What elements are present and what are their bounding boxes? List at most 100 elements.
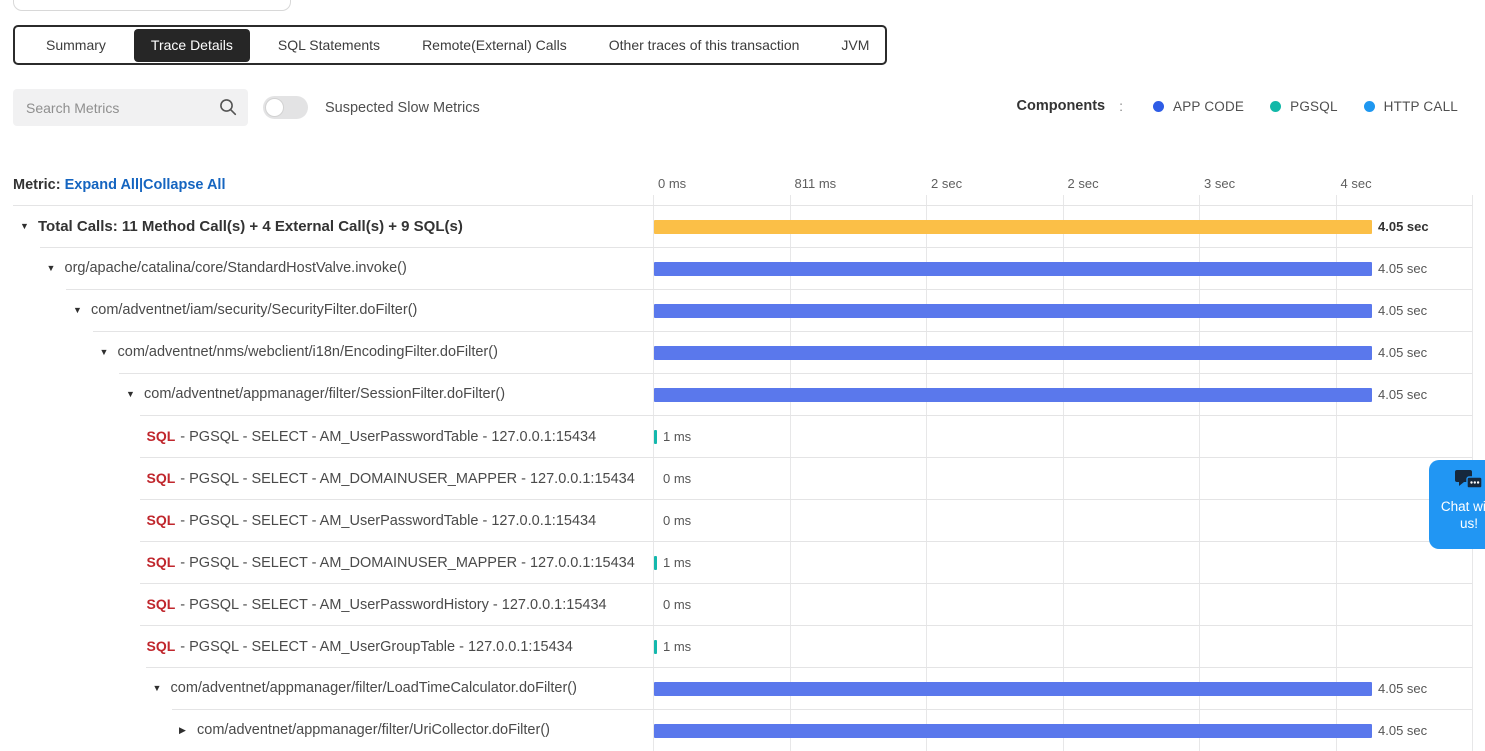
tab-jvm[interactable]: JVM <box>841 37 870 53</box>
row-label-cell: SQL - PGSQL - SELECT - AM_UserPasswordTab… <box>0 499 653 541</box>
row-chart-cell: 1 ms <box>653 415 1472 457</box>
row-chart-cell: 4.05 sec <box>653 205 1472 247</box>
duration-label: 4.05 sec <box>1378 219 1429 234</box>
row-label[interactable]: SQL - PGSQL - SELECT - AM_UserGroupTable … <box>146 637 573 655</box>
time-tick-2-sec-3: 2 sec <box>1067 176 1099 191</box>
duration-bar[interactable] <box>654 430 657 444</box>
tab-trace-details[interactable]: Trace Details <box>133 28 250 62</box>
duration-label: 1 ms <box>663 429 692 444</box>
duration-bar[interactable] <box>654 724 1372 738</box>
legend-label: APP CODE <box>1173 98 1245 114</box>
row-chart-cell: 0 ms <box>653 583 1472 625</box>
duration-label: 0 ms <box>663 597 692 612</box>
row-label-cell: ▶ com/adventnet/appmanager/filter/UriColl… <box>0 709 653 751</box>
trace-row-method: ▼ org/apache/catalina/core/StandardHostVa… <box>0 247 1472 289</box>
row-label[interactable]: SQL - PGSQL - SELECT - AM_DOMAINUSER_MAPP… <box>146 553 635 571</box>
tab-sql-statements[interactable]: SQL Statements <box>277 37 381 53</box>
collapse-arrow-icon[interactable]: ▼ <box>99 347 109 357</box>
legend-label: PGSQL <box>1290 98 1338 114</box>
truncated-top-input[interactable] <box>13 0 291 11</box>
collapse-arrow-icon[interactable]: ▼ <box>20 221 29 231</box>
duration-bar[interactable] <box>654 304 1372 318</box>
sql-badge: SQL <box>146 637 176 654</box>
sql-badge: SQL <box>146 427 176 444</box>
collapse-arrow-icon[interactable]: ▼ <box>46 263 56 273</box>
duration-bar[interactable] <box>654 262 1372 276</box>
duration-bar[interactable] <box>654 220 1372 234</box>
duration-label: 4.05 sec <box>1378 387 1428 402</box>
row-chart-cell: 4.05 sec <box>653 289 1472 331</box>
legend-label: HTTP CALL <box>1383 98 1458 114</box>
expand-arrow-icon[interactable]: ▶ <box>179 724 186 735</box>
row-chart-cell: 4.05 sec <box>653 247 1472 289</box>
duration-bar[interactable] <box>654 388 1372 402</box>
row-chart-cell: 0 ms <box>653 499 1472 541</box>
row-label[interactable]: SQL - PGSQL - SELECT - AM_UserPasswordHis… <box>146 595 607 613</box>
duration-bar[interactable] <box>654 556 657 570</box>
tab-bar: Summary Trace Details SQL Statements Remote… <box>13 25 887 65</box>
pgsql-dot-icon <box>1270 100 1282 112</box>
row-chart-cell: 4.05 sec <box>653 709 1472 751</box>
collapse-all-link[interactable]: Collapse All <box>143 177 226 193</box>
row-label[interactable]: com/adventnet/iam/security/SecurityFilte… <box>91 302 418 318</box>
trace-waterfall: ▼ Total Calls: 11 Method Call(s) + 4 Exte… <box>0 195 1473 751</box>
duration-label: 4.05 sec <box>1378 681 1428 696</box>
time-tick-0-ms-0: 0 ms <box>658 176 687 191</box>
sql-badge: SQL <box>146 553 176 570</box>
collapse-arrow-icon[interactable]: ▼ <box>152 683 162 693</box>
row-label[interactable]: Total Calls: 11 Method Call(s) + 4 Exter… <box>38 217 463 235</box>
row-label[interactable]: com/adventnet/appmanager/filter/SessionF… <box>144 386 506 402</box>
legend-item-app-code: APP CODE <box>1153 99 1256 114</box>
search-metrics-box[interactable] <box>13 89 248 126</box>
duration-bar[interactable] <box>654 640 657 654</box>
app-code-dot-icon <box>1153 100 1165 112</box>
metric-header: Metric: Expand All|Collapse All <box>13 177 226 193</box>
row-label[interactable]: SQL - PGSQL - SELECT - AM_UserPasswordTab… <box>146 427 597 445</box>
collapse-arrow-icon[interactable]: ▼ <box>73 305 82 315</box>
suspected-slow-metrics-label: Suspected Slow Metrics <box>325 100 480 116</box>
trace-row-method: ▶ com/adventnet/appmanager/filter/UriColl… <box>0 709 1472 751</box>
time-tick-811-ms-1: 811 ms <box>794 176 837 191</box>
trace-row-method: ▼ com/adventnet/appmanager/filter/LoadTim… <box>0 667 1472 709</box>
row-label[interactable]: SQL - PGSQL - SELECT - AM_DOMAINUSER_MAPP… <box>146 469 635 487</box>
legend-item-http-call: HTTP CALL <box>1363 98 1458 114</box>
sql-badge: SQL <box>146 595 176 612</box>
row-label[interactable]: org/apache/catalina/core/StandardHostVal… <box>64 260 407 276</box>
row-chart-cell: 4.05 sec <box>653 373 1472 415</box>
row-chart-cell: 4.05 sec <box>653 331 1472 373</box>
chat-widget[interactable]: Chat with us! <box>1429 460 1485 549</box>
chat-label: Chat with us! <box>1440 499 1485 531</box>
row-label-cell: SQL - PGSQL - SELECT - AM_DOMAINUSER_MAPP… <box>0 457 653 499</box>
collapse-arrow-icon[interactable]: ▼ <box>126 389 135 399</box>
trace-row-sql: SQL - PGSQL - SELECT - AM_UserPasswordTab… <box>0 499 1472 541</box>
trace-row-sql: SQL - PGSQL - SELECT - AM_UserPasswordTab… <box>0 415 1472 457</box>
search-icon <box>220 99 237 116</box>
row-label[interactable]: com/adventnet/nms/webclient/i18n/Encodin… <box>117 344 498 360</box>
row-chart-cell: 1 ms <box>653 541 1472 583</box>
row-label[interactable]: com/adventnet/appmanager/filter/LoadTime… <box>170 680 577 696</box>
time-tick-2-sec-2: 2 sec <box>931 176 963 191</box>
row-label-cell: ▼ com/adventnet/nms/webclient/i18n/Encodi… <box>0 331 653 373</box>
tab-summary[interactable]: Summary <box>46 37 106 53</box>
duration-label: 4.05 sec <box>1378 303 1428 318</box>
row-label-cell: SQL - PGSQL - SELECT - AM_DOMAINUSER_MAPP… <box>0 541 653 583</box>
row-chart-cell: 0 ms <box>653 457 1472 499</box>
suspected-slow-metrics-toggle[interactable] <box>263 96 308 119</box>
legend-item-pgsql: PGSQL <box>1270 99 1350 114</box>
trace-row-method: ▼ Total Calls: 11 Method Call(s) + 4 Exte… <box>0 205 1472 247</box>
duration-bar[interactable] <box>654 682 1372 696</box>
duration-bar[interactable] <box>654 346 1372 360</box>
duration-label: 0 ms <box>663 471 692 486</box>
tab-other-traces-of-this-transaction[interactable]: Other traces of this transaction <box>608 37 800 53</box>
duration-label: 0 ms <box>663 513 692 528</box>
duration-label: 4.05 sec <box>1378 345 1428 360</box>
row-chart-cell: 1 ms <box>653 625 1472 667</box>
tab-remote-external-calls[interactable]: Remote(External) Calls <box>422 37 567 53</box>
search-metrics-input[interactable] <box>13 89 248 126</box>
row-label[interactable]: SQL - PGSQL - SELECT - AM_UserPasswordTab… <box>146 511 597 529</box>
row-label-cell: ▼ Total Calls: 11 Method Call(s) + 4 Exte… <box>0 205 653 247</box>
trace-row-method: ▼ com/adventnet/nms/webclient/i18n/Encodi… <box>0 331 1472 373</box>
row-label[interactable]: com/adventnet/appmanager/filter/UriColle… <box>197 722 550 738</box>
row-label-cell: ▼ com/adventnet/iam/security/SecurityFilt… <box>0 289 653 331</box>
expand-all-link[interactable]: Expand All <box>64 177 139 193</box>
